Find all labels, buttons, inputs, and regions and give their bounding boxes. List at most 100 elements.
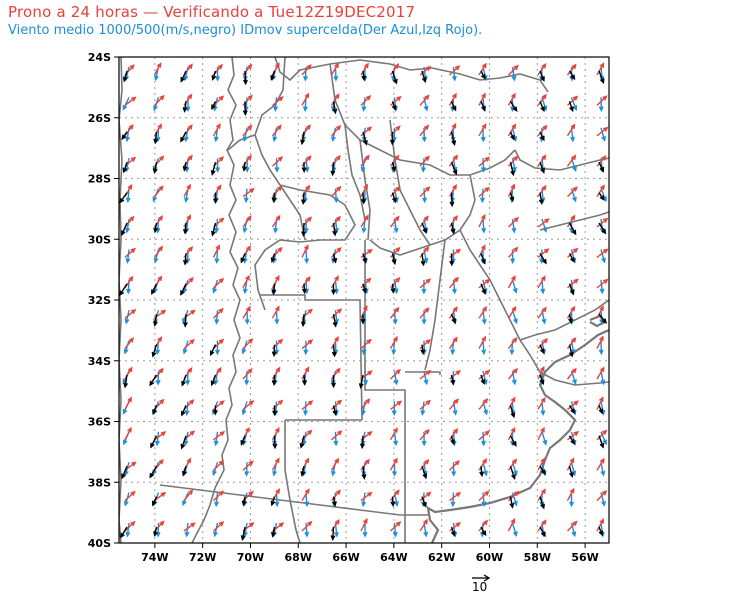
mean-wind-vector: [272, 435, 278, 450]
left-mover-vector: [301, 275, 311, 289]
mean-wind-vector: [271, 283, 277, 296]
mean-wind-vector: [331, 374, 337, 389]
left-mover-vector: [360, 517, 368, 532]
right-mover-vector: [481, 340, 487, 356]
mean-wind-vector: [390, 496, 396, 508]
left-mover-vector: [242, 274, 250, 289]
lon-tick-label: 72W: [189, 551, 216, 564]
mean-wind-vector: [332, 101, 338, 115]
right-mover-vector: [541, 431, 548, 446]
left-mover-vector: [301, 339, 314, 350]
left-mover-vector: [419, 518, 429, 532]
left-mover-vector: [419, 278, 432, 289]
mean-wind-vector: [150, 435, 158, 449]
right-mover-vector: [569, 492, 574, 508]
left-mover-vector: [507, 246, 519, 258]
left-mover-vector: [301, 244, 309, 258]
left-mover-vector: [301, 488, 310, 501]
left-mover-vector: [566, 305, 576, 319]
mean-wind-vector: [359, 435, 365, 450]
left-mover-vector: [389, 246, 401, 258]
left-mover-vector: [213, 490, 224, 502]
left-mover-vector: [213, 277, 225, 289]
right-mover-vector: [599, 279, 605, 295]
right-mover-vector: [511, 309, 518, 325]
lat-tick-label: 38S: [88, 476, 111, 489]
mean-wind-vector: [568, 101, 574, 113]
left-mover-vector: [153, 185, 164, 198]
left-mover-vector: [330, 93, 340, 106]
mean-wind-vector: [180, 283, 187, 296]
mean-wind-vector: [123, 374, 129, 389]
left-mover-vector: [330, 367, 341, 380]
mean-wind-vector: [539, 253, 547, 265]
mean-wind-vector: [120, 526, 128, 539]
right-mover-vector: [541, 218, 548, 233]
mean-wind-vector: [151, 496, 158, 507]
mean-wind-vector: [332, 314, 338, 328]
left-mover-vector: [596, 396, 604, 410]
mean-wind-vector: [509, 131, 515, 141]
mean-wind-vector: [391, 162, 397, 173]
left-mover-vector: [390, 400, 403, 410]
left-mover-vector: [389, 457, 398, 471]
left-mover-vector: [389, 335, 398, 349]
lon-tick-label: 60W: [476, 551, 503, 564]
right-mover-vector: [272, 127, 278, 143]
mean-wind-vector: [568, 344, 574, 358]
mean-wind-vector: [420, 344, 426, 356]
left-mover-vector: [448, 398, 459, 410]
mean-wind-vector: [121, 465, 128, 480]
mean-wind-vector: [389, 131, 395, 146]
mean-wind-vector: [272, 405, 278, 417]
left-mover-vector: [478, 92, 486, 106]
left-mover-vector: [390, 368, 402, 380]
mean-wind-vector: [598, 313, 607, 324]
left-mover-vector: [508, 490, 520, 502]
mean-wind-vector: [421, 496, 427, 508]
left-mover-vector: [566, 337, 577, 350]
mean-wind-vector: [358, 374, 364, 389]
right-mover-vector: [511, 279, 518, 294]
right-mover-vector: [598, 97, 604, 113]
mean-wind-vector: [450, 374, 456, 386]
lon-tick-label: 66W: [332, 551, 359, 564]
mean-wind-vector: [122, 70, 128, 83]
left-mover-vector: [478, 244, 486, 258]
left-mover-vector: [478, 306, 488, 319]
reference-vector: [472, 574, 491, 582]
lat-tick-label: 24S: [88, 51, 111, 64]
left-mover-vector: [242, 400, 255, 410]
lat-tick-label: 34S: [88, 355, 111, 368]
left-mover-vector: [271, 305, 280, 319]
left-mover-vector: [566, 520, 578, 532]
left-mover-vector: [242, 124, 253, 137]
left-mover-vector: [566, 214, 576, 228]
left-mover-vector: [212, 123, 221, 137]
mean-wind-vector: [539, 161, 545, 174]
left-mover-vector: [272, 156, 284, 167]
mean-wind-vector: [450, 313, 456, 324]
left-mover-vector: [183, 522, 196, 532]
right-mover-vector: [393, 370, 399, 386]
lon-tick-label: 56W: [571, 551, 598, 564]
left-mover-vector: [271, 457, 280, 471]
left-mover-vector: [360, 62, 369, 76]
right-mover-vector: [122, 97, 130, 111]
mean-wind-vector: [119, 192, 128, 204]
right-mover-vector: [600, 370, 606, 386]
left-mover-vector: [331, 246, 342, 258]
left-mover-vector: [449, 460, 461, 471]
mean-wind-vector: [182, 101, 188, 113]
left-mover-vector: [330, 275, 339, 289]
mean-wind-vector: [568, 435, 576, 445]
mean-wind-vector: [598, 192, 605, 201]
left-mover-vector: [330, 215, 341, 228]
left-mover-vector: [153, 245, 164, 258]
mean-wind-vector: [450, 222, 456, 235]
reference-vector-label: 10: [472, 580, 488, 594]
left-mover-vector: [596, 490, 608, 502]
mean-wind-vector: [421, 222, 427, 234]
left-mover-vector: [507, 336, 518, 350]
mean-wind-vector: [361, 466, 367, 480]
